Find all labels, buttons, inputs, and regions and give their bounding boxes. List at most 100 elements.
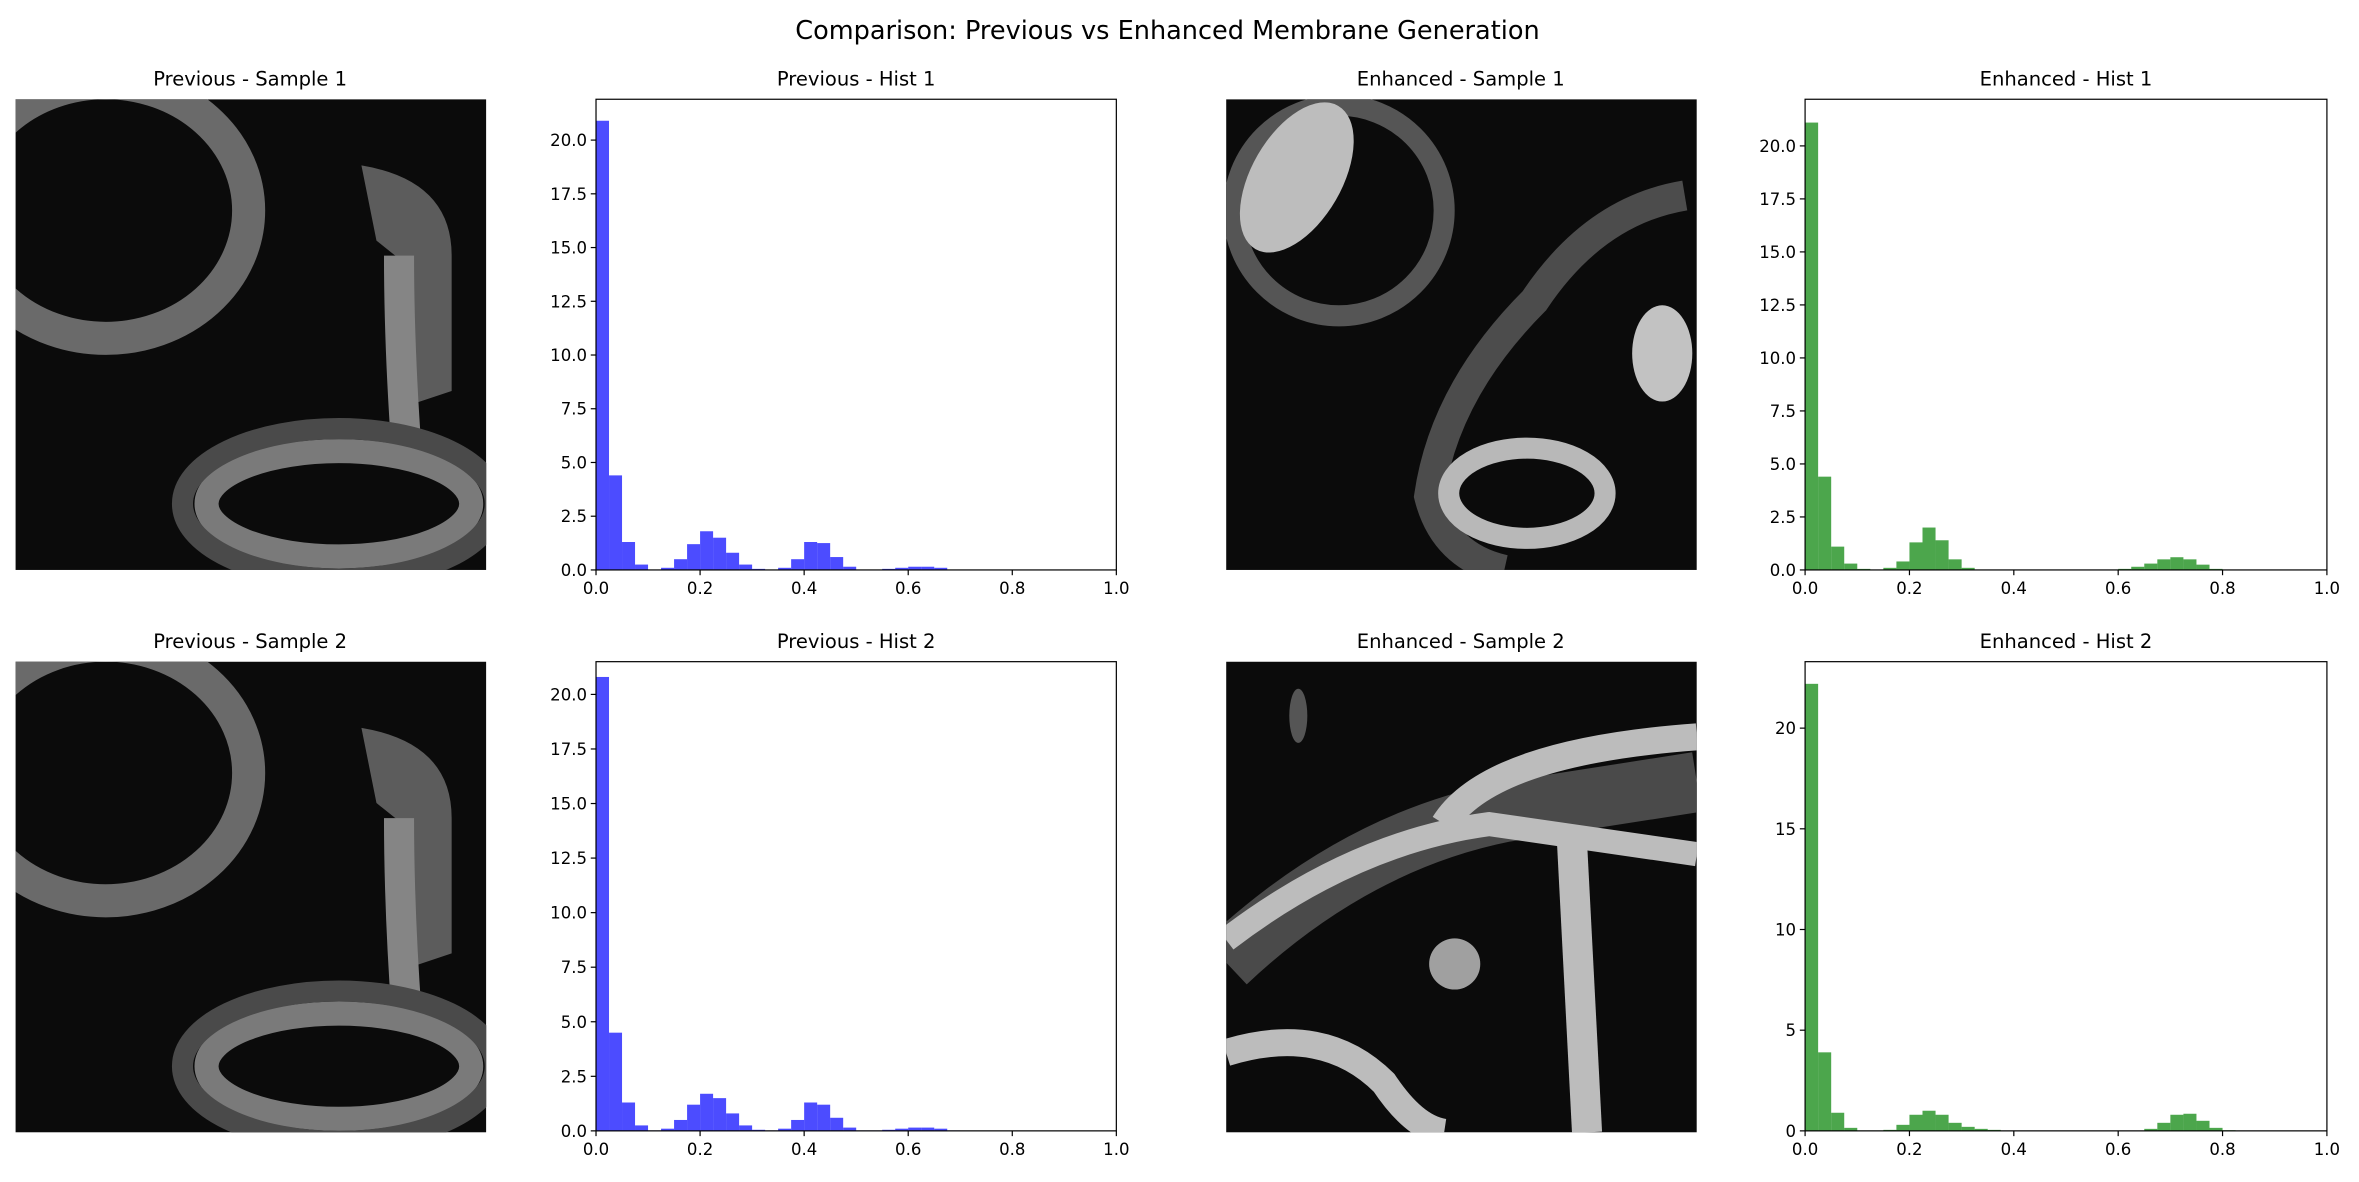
bar bbox=[791, 559, 805, 570]
bar bbox=[739, 564, 753, 570]
y-tick-label: 15.0 bbox=[550, 795, 587, 814]
bar bbox=[1935, 1114, 1949, 1131]
x-tick-label: 0.8 bbox=[2209, 579, 2235, 598]
y-tick-label: 12.5 bbox=[550, 849, 587, 868]
y-tick-label: 17.5 bbox=[550, 740, 587, 759]
bar bbox=[1974, 1128, 1988, 1131]
bar bbox=[1948, 559, 1962, 570]
axes-frame bbox=[1804, 661, 2328, 1132]
bar bbox=[804, 542, 818, 570]
bar bbox=[921, 1127, 935, 1131]
bar bbox=[843, 566, 857, 570]
bar bbox=[1922, 527, 1936, 570]
bar bbox=[934, 1128, 948, 1131]
x-tick-label: 0.8 bbox=[999, 579, 1025, 598]
bar bbox=[1818, 476, 1832, 570]
y-tick-label: 7.5 bbox=[561, 400, 587, 419]
axes-frame bbox=[595, 661, 1117, 1132]
y-tick-label: 12.5 bbox=[550, 292, 587, 311]
bar bbox=[674, 1119, 688, 1131]
y-tick-label: 7.5 bbox=[561, 958, 587, 977]
x-tick-label: 0.6 bbox=[895, 579, 921, 598]
bar bbox=[908, 1127, 922, 1131]
bar bbox=[635, 564, 649, 570]
axes-frame bbox=[595, 98, 1117, 571]
panel-title: Previous - Hist 2 bbox=[777, 630, 936, 653]
x-tick-label: 0.2 bbox=[687, 579, 713, 598]
x-tick-label: 0.6 bbox=[895, 1140, 921, 1159]
y-tick-label: 20.0 bbox=[550, 131, 587, 150]
y-tick-label: 10.0 bbox=[550, 346, 587, 365]
bar bbox=[830, 1117, 844, 1131]
panel-title: Previous - Sample 2 bbox=[153, 630, 347, 653]
image-panel bbox=[1226, 661, 1697, 1133]
bar bbox=[596, 676, 610, 1131]
y-tick-label: 17.5 bbox=[550, 185, 587, 204]
bar bbox=[1961, 567, 1975, 570]
panel-title: Previous - Sample 1 bbox=[153, 68, 347, 91]
panel-title: Enhanced - Sample 2 bbox=[1357, 630, 1565, 653]
bar bbox=[622, 542, 636, 570]
bar bbox=[674, 559, 688, 570]
bar bbox=[609, 1032, 623, 1131]
x-tick-label: 0.6 bbox=[2105, 579, 2131, 598]
x-tick-label: 0.2 bbox=[1896, 1140, 1922, 1159]
y-tick-label: 15.0 bbox=[550, 239, 587, 258]
x-tick-label: 0.4 bbox=[791, 579, 817, 598]
figure-title: Comparison: Previous vs Enhanced Membran… bbox=[795, 16, 1539, 46]
bar bbox=[2144, 563, 2158, 570]
bar bbox=[661, 567, 675, 570]
axes-frame bbox=[1804, 98, 2328, 571]
x-tick-label: 0.4 bbox=[791, 1140, 817, 1159]
bar bbox=[1844, 1127, 1858, 1131]
bar bbox=[778, 1128, 792, 1131]
bar bbox=[1948, 1122, 1962, 1131]
image-panel bbox=[15, 99, 487, 570]
bar bbox=[1896, 1124, 1910, 1131]
y-tick-label: 5.0 bbox=[561, 1013, 587, 1032]
y-tick-label: 20 bbox=[1775, 719, 1796, 738]
x-tick-label: 1.0 bbox=[1103, 1140, 1129, 1159]
y-tick-label: 20.0 bbox=[550, 685, 587, 704]
panel-title: Enhanced - Hist 1 bbox=[1980, 68, 2153, 91]
bar bbox=[908, 566, 922, 570]
x-tick-label: 0.8 bbox=[2209, 1140, 2235, 1159]
bar bbox=[596, 120, 610, 570]
y-tick-label: 15 bbox=[1775, 820, 1796, 839]
x-tick-label: 0.0 bbox=[1792, 579, 1818, 598]
y-tick-label: 0.0 bbox=[561, 561, 587, 580]
bar bbox=[2157, 1122, 2171, 1131]
y-tick-label: 10.0 bbox=[1759, 349, 1796, 368]
bar bbox=[1909, 1114, 1923, 1131]
bar bbox=[687, 544, 701, 570]
image-panel bbox=[1226, 99, 1697, 570]
y-tick-label: 5.0 bbox=[561, 453, 587, 472]
x-tick-label: 1.0 bbox=[1103, 579, 1129, 598]
bar bbox=[661, 1128, 675, 1131]
x-tick-label: 1.0 bbox=[2314, 579, 2340, 598]
bar bbox=[726, 552, 740, 570]
x-tick-label: 0.0 bbox=[583, 1140, 609, 1159]
y-tick-label: 0.0 bbox=[561, 1122, 587, 1141]
bar bbox=[804, 1102, 818, 1131]
bar bbox=[1831, 1112, 1845, 1131]
bar bbox=[622, 1102, 636, 1131]
bar bbox=[843, 1127, 857, 1131]
bar bbox=[1922, 1110, 1936, 1131]
bar bbox=[726, 1113, 740, 1131]
x-tick-label: 1.0 bbox=[2314, 1140, 2340, 1159]
bar bbox=[635, 1125, 649, 1131]
bar bbox=[1831, 546, 1845, 570]
bar bbox=[700, 531, 714, 570]
bar bbox=[778, 567, 792, 570]
bar bbox=[1961, 1126, 1975, 1131]
bar bbox=[2183, 1113, 2197, 1131]
x-tick-label: 0.2 bbox=[1896, 579, 1922, 598]
bar bbox=[2196, 1120, 2210, 1131]
image-panel bbox=[15, 661, 487, 1133]
bar bbox=[2183, 559, 2197, 570]
bar bbox=[2157, 559, 2171, 570]
bar bbox=[895, 1128, 909, 1131]
y-tick-label: 15.0 bbox=[1759, 243, 1796, 262]
